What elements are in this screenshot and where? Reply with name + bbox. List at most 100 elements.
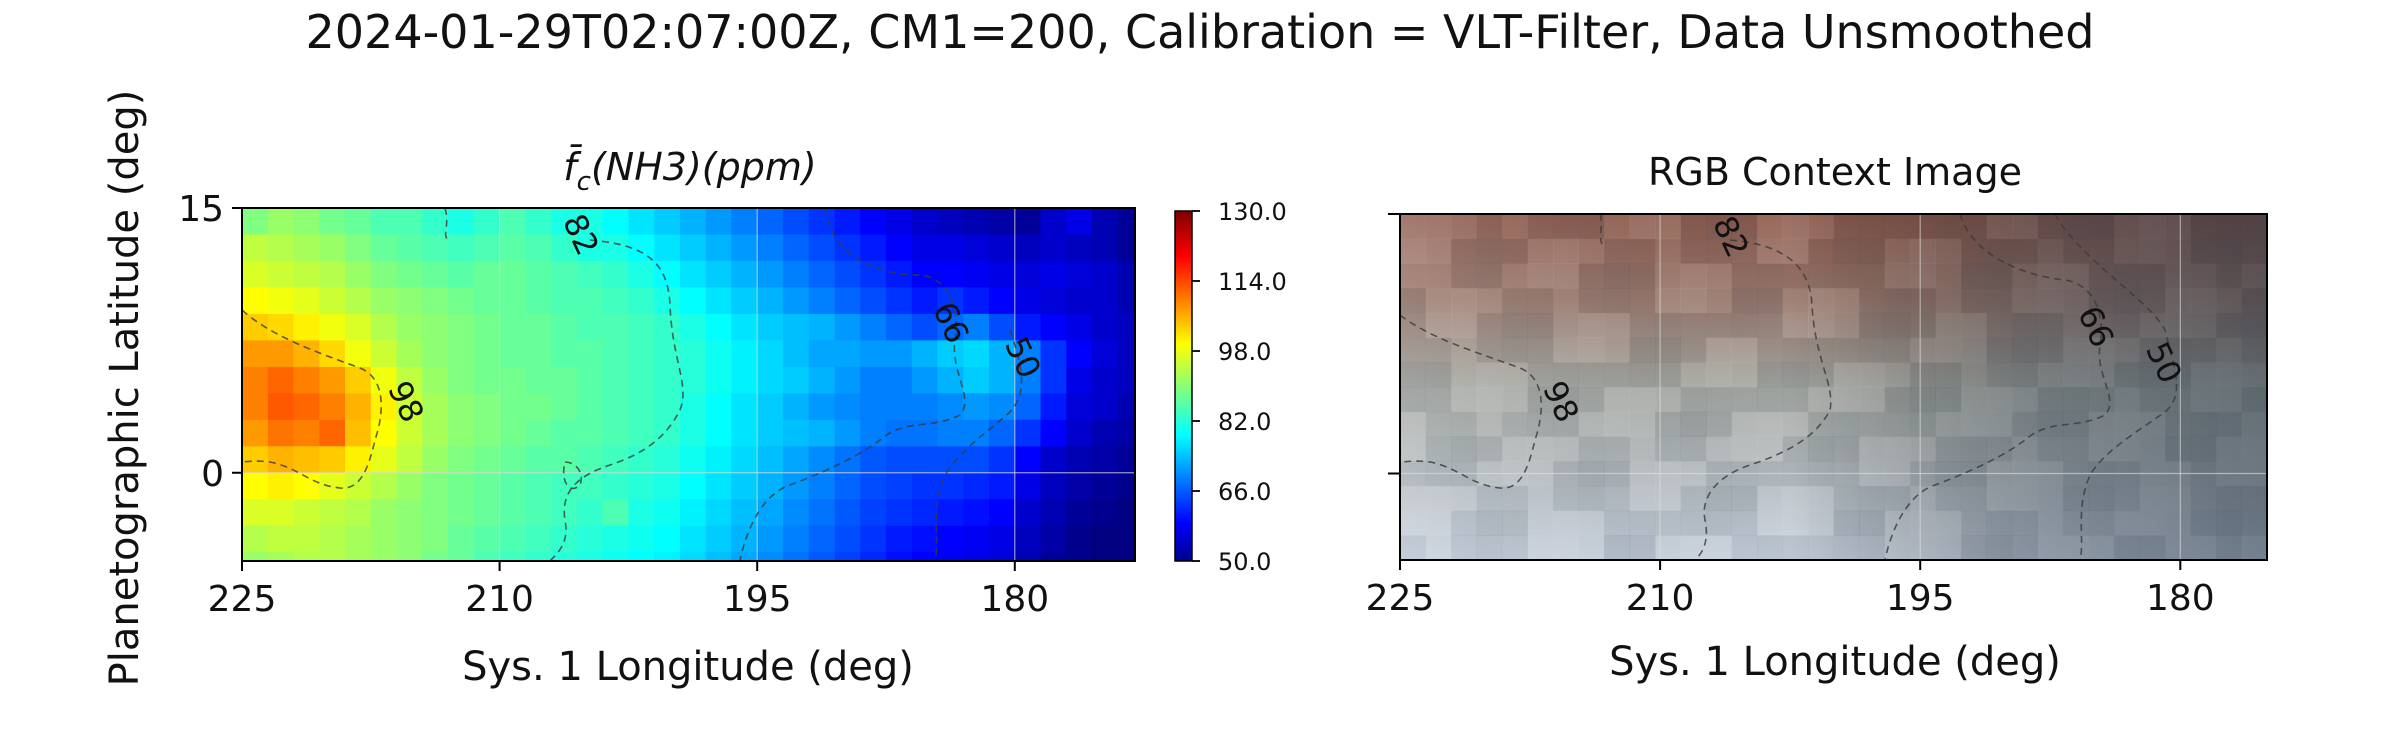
heatmap-cell [886, 472, 913, 500]
heatmap-x-tick-label: 210 [465, 579, 534, 620]
heatmap-cell [886, 234, 913, 262]
heatmap-cell [448, 472, 475, 500]
heatmap-cell [525, 313, 552, 341]
heatmap-cell [1117, 366, 1135, 394]
heatmap-cell [1092, 552, 1119, 561]
heatmap-cell [396, 208, 423, 236]
heatmap-cell [242, 446, 269, 474]
heatmap-cell [834, 552, 861, 561]
heatmap-cell [808, 366, 836, 394]
heatmap-cell [628, 499, 655, 527]
heatmap-cell [576, 313, 604, 341]
heatmap-cell [448, 313, 475, 341]
heatmap-cell [345, 419, 372, 447]
heatmap-cell [911, 313, 939, 341]
heatmap-cell [808, 446, 836, 474]
heatmap-cell [499, 260, 526, 288]
heatmap-cell [448, 287, 475, 315]
heatmap-cell [1144, 473, 1170, 500]
heatmap-cell [267, 499, 295, 527]
heatmap-cell [834, 208, 861, 236]
heatmap-cell [731, 208, 758, 236]
heatmap-cell [370, 287, 398, 315]
heatmap-cell [345, 234, 372, 262]
heatmap-cell [757, 313, 784, 341]
heatmap-cell [731, 446, 758, 474]
heatmap-cell [1247, 579, 1273, 606]
heatmap-cell [679, 499, 707, 527]
heatmap-cell [602, 446, 629, 474]
rgb-x-tick-label: 210 [1626, 578, 1695, 619]
heatmap-cell [1144, 287, 1170, 314]
heatmap-cell [602, 525, 629, 553]
heatmap-cell [1144, 552, 1170, 579]
heatmap-cell [989, 393, 1016, 421]
heatmap-cell [551, 234, 578, 262]
heatmap-cell [860, 552, 887, 561]
heatmap-cell [319, 340, 346, 368]
heatmap-cell [345, 552, 372, 561]
heatmap-cell [1247, 367, 1273, 394]
heatmap-cell [473, 366, 501, 394]
heatmap-cell [525, 234, 552, 262]
heatmap-cell [345, 313, 372, 341]
heatmap-cell [267, 208, 295, 236]
heatmap-cell [860, 579, 886, 606]
heatmap-x-tick-label: 195 [723, 579, 792, 620]
heatmap-cell [886, 340, 913, 368]
heatmap-cell [860, 472, 887, 500]
heatmap-cell [1092, 208, 1119, 236]
heatmap-cell [783, 366, 810, 394]
heatmap-cell [1118, 579, 1144, 606]
heatmap-cell [1040, 525, 1067, 553]
heatmap-cell [679, 552, 707, 561]
heatmap-cell [525, 260, 552, 288]
heatmap-cell [963, 260, 990, 288]
heatmap-cell [293, 525, 320, 553]
heatmap-cell [294, 579, 320, 606]
heatmap-cell [1014, 313, 1042, 341]
heatmap-cell [242, 208, 269, 236]
heatmap-cell [473, 499, 501, 527]
heatmap-cell [1092, 393, 1119, 421]
heatmap-cell [783, 260, 810, 288]
heatmap-cell [989, 340, 1016, 368]
heatmap-cell [551, 260, 578, 288]
heatmap-cell [886, 393, 913, 421]
heatmap-cell [654, 234, 681, 262]
heatmap-cell [808, 260, 836, 288]
rgb-frame [1399, 213, 2268, 561]
heatmap-cell [989, 419, 1016, 447]
heatmap-cell [654, 446, 681, 474]
heatmap-cell [731, 260, 758, 288]
heatmap-cell [602, 340, 629, 368]
rgb-x-tick-label: 195 [1886, 578, 1955, 619]
heatmap-cell [525, 499, 552, 527]
heatmap-cell [422, 393, 449, 421]
heatmap-cell [319, 234, 346, 262]
heatmap-cell [911, 446, 939, 474]
heatmap-cell [448, 446, 475, 474]
heatmap-cell [499, 313, 526, 341]
heatmap-cell [886, 366, 913, 394]
heatmap-cell [628, 208, 655, 236]
heatmap-cell [525, 366, 552, 394]
heatmap-cell [1014, 260, 1042, 288]
heatmap-cell [448, 525, 475, 553]
heatmap-cell [1117, 340, 1135, 368]
heatmap-cell [345, 366, 372, 394]
heatmap-cell [267, 234, 295, 262]
heatmap-cell [345, 393, 372, 421]
heatmap-cell [370, 552, 398, 561]
heatmap-cell [731, 340, 758, 368]
heatmap-cell [1117, 260, 1135, 288]
heatmap-cell [757, 340, 784, 368]
heatmap-cell [499, 552, 526, 561]
heatmap-cell [911, 340, 939, 368]
heatmap-cell [242, 419, 269, 447]
heatmap-cell [731, 234, 758, 262]
heatmap-cell [422, 260, 449, 288]
heatmap-cell [1195, 235, 1221, 262]
colorbar-tick-label: 98.0 [1218, 338, 1271, 366]
colorbar-tick-label: 50.0 [1218, 548, 1271, 576]
